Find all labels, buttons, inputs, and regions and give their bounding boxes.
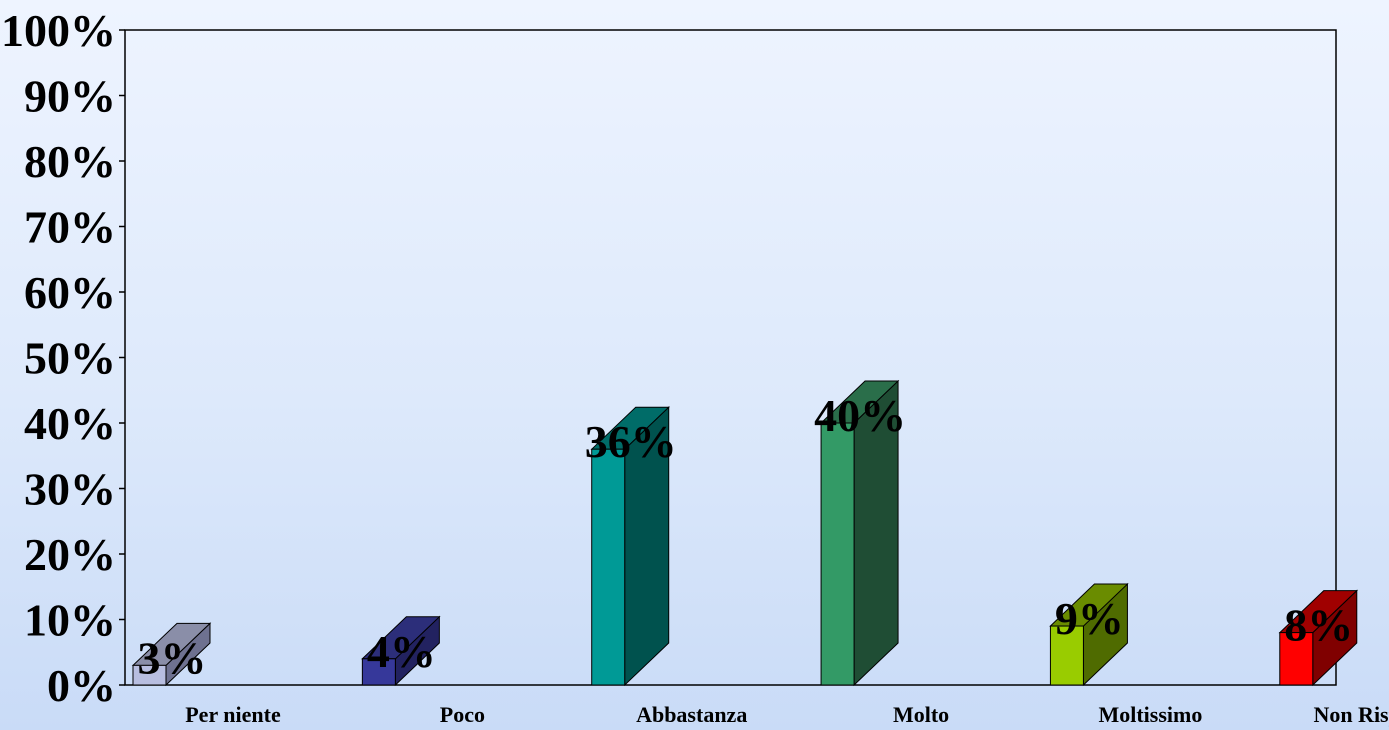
x-axis: Per niente Poco Abbastanza Molto Moltissimo N… [185,702,1389,727]
x-tick-label: Poco [440,702,485,727]
x-tick-label: Molto [893,702,949,727]
y-tick-label: 60% [24,267,116,318]
x-tick-label: Per niente [185,702,281,727]
data-label: 9% [1055,593,1124,644]
x-tick-label: Non Risponde [1313,702,1389,727]
y-tick-label: 20% [24,529,116,580]
y-tick-label: 0% [47,660,116,711]
data-label: 3% [138,632,207,683]
bar-front-face [361,658,396,686]
bars-group: 3% 4% 36% 40% 9% 8% [131,379,1359,687]
plot-frame [124,29,1337,686]
y-axis: 0% 10% 20% 30% 40% 50% 60% 70% 80% 90% 100% [1,5,125,711]
bar [819,379,900,687]
y-tick-label: 10% [24,595,116,646]
plot-area [124,29,1337,686]
bar-front-face [1049,625,1084,686]
data-label: 40% [814,390,906,441]
bar-front-face [820,422,855,686]
y-tick-label: 30% [24,464,116,515]
y-tick-label: 80% [24,136,116,187]
data-label: 4% [367,626,436,677]
bar [361,615,441,687]
bar-front-face [1279,632,1314,686]
y-tick-label: 40% [24,398,116,449]
y-tick-label: 70% [24,202,116,253]
bar [131,622,212,687]
x-tick-label: Moltissimo [1098,702,1202,727]
bar-front-face [591,448,626,686]
y-tick-label: 50% [24,333,116,384]
bar [1278,589,1359,687]
x-tick-label: Abbastanza [636,702,747,727]
y-tick-label: 100% [1,5,116,56]
bar-front-face [132,664,167,686]
data-label: 36% [585,416,677,467]
bar [590,406,670,687]
bar [1049,582,1129,687]
data-label: 8% [1284,600,1353,651]
y-tick-label: 90% [24,71,116,122]
